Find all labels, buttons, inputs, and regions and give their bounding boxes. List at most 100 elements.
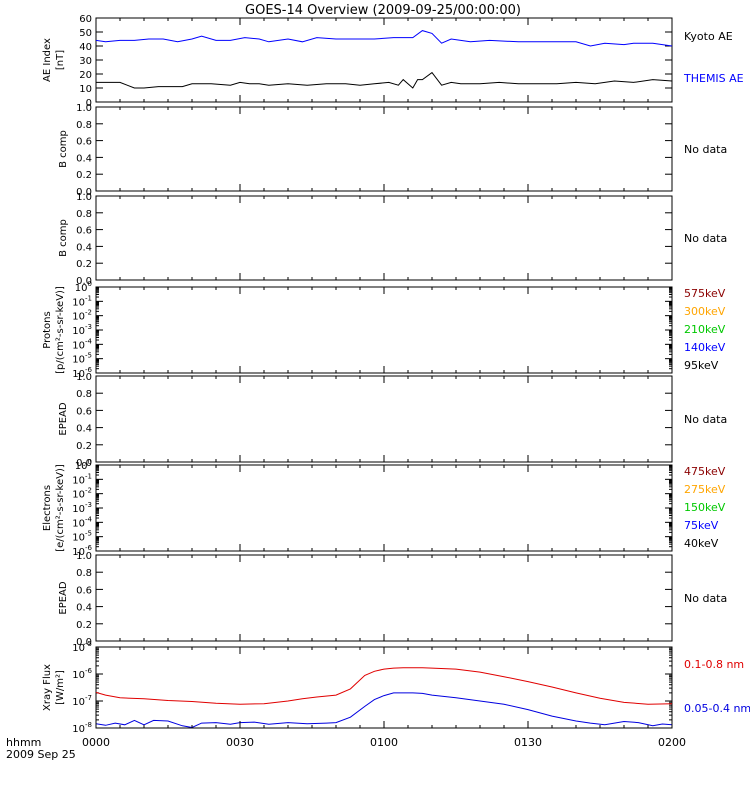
y-tick-label: 1.0 — [76, 103, 92, 114]
series-legend-label: Kyoto AE — [684, 30, 733, 43]
y-tick-exponent: -4 — [85, 515, 93, 523]
x-tick-label: 0030 — [226, 736, 254, 749]
y-tick-label: 10-2 — [72, 487, 92, 501]
y-axis-label: [W/m²] — [55, 670, 66, 705]
y-tick-exponent: -5 — [85, 530, 92, 538]
y-axis-label: [e/(cm²-s-sr-keV)] — [55, 464, 66, 552]
panel-epead1: 0.0 0.2 0.4 0.6 0.8 1.0 EPEAD No data — [58, 372, 727, 469]
y-tick-label: 0.4 — [76, 153, 92, 164]
series-legend-label: 575keV — [684, 287, 726, 300]
y-tick-label: 0.2 — [76, 259, 92, 270]
y-tick-label: 100 — [75, 458, 92, 472]
panel-frame — [95, 375, 673, 463]
y-tick-label: 1.0 — [76, 192, 92, 203]
y-tick-label: 0.2 — [76, 170, 92, 181]
panel-frame — [95, 464, 673, 552]
y-tick-label: 1.0 — [76, 551, 92, 562]
y-axis-label: Protons — [42, 311, 53, 348]
y-tick-label: 0.4 — [76, 603, 92, 614]
y-tick-label: 10-1 — [72, 472, 92, 486]
panels-group: 0 10 20 30 40 50 60 AE Index [nT] Kyoto AE THEMIS … — [42, 14, 750, 735]
y-tick-exponent: -5 — [85, 352, 92, 360]
x-tick-label: 0000 — [82, 736, 110, 749]
y-tick-label: 10-4 — [72, 515, 92, 529]
y-tick-label: 10-5 — [72, 640, 92, 654]
series-legend-label: THEMIS AE — [683, 72, 744, 85]
time-axis: 0000 0030 0100 0130 0200 — [82, 736, 686, 749]
y-tick-exponent: -7 — [85, 694, 92, 702]
panel-b1: 0.0 0.2 0.4 0.6 0.8 1.0 B comp No data — [58, 103, 727, 198]
y-tick-exponent: -6 — [85, 667, 93, 675]
series-legend-label: No data — [684, 232, 727, 245]
series-legend-label: No data — [684, 592, 727, 605]
series-legend-label: No data — [684, 143, 727, 156]
y-tick-exponent: -5 — [85, 640, 92, 648]
series-legend-label: 0.1-0.8 nm — [684, 658, 744, 671]
y-tick-label: 0.4 — [76, 242, 92, 253]
series-legend-label: 150keV — [684, 501, 726, 514]
y-tick-label: 0.4 — [76, 424, 92, 435]
y-tick-label: 30 — [79, 56, 92, 67]
y-tick-label: 0.0 — [76, 187, 92, 198]
y-tick-label: 10-2 — [72, 309, 92, 323]
y-tick-exponent: -1 — [85, 294, 92, 302]
y-tick-label: 0.0 — [76, 637, 92, 648]
y-tick-exponent: -8 — [85, 721, 92, 729]
y-tick-exponent: 0 — [88, 458, 92, 466]
series-legend-label: No data — [684, 413, 727, 426]
panel-epead2: 0.0 0.2 0.4 0.6 0.8 1.0 EPEAD No data — [58, 551, 727, 648]
y-tick-label: 10-3 — [72, 501, 92, 515]
panel-frame — [95, 646, 673, 729]
y-tick-label: 10-4 — [72, 337, 92, 351]
y-tick-label: 0.8 — [76, 120, 92, 131]
y-tick-label: 10-8 — [72, 721, 92, 735]
series-legend-label: 95keV — [684, 359, 719, 372]
series-legend-label: 0.05-0.4 nm — [684, 702, 750, 715]
series-legend-label: 75keV — [684, 519, 719, 532]
y-tick-label: 10-3 — [72, 323, 92, 337]
y-tick-label: 50 — [79, 28, 92, 39]
y-tick-label: 60 — [79, 14, 92, 25]
y-tick-exponent: -1 — [85, 472, 92, 480]
series-legend-label: 300keV — [684, 305, 726, 318]
y-axis-label: EPEAD — [58, 581, 69, 615]
x-axis-corner-label-format: hhmm — [6, 736, 41, 749]
y-tick-exponent: -6 — [85, 544, 93, 552]
series-legend-label: 210keV — [684, 323, 726, 336]
y-tick-label: 10-5 — [72, 352, 92, 366]
y-axis-label: [p/(cm²-s-sr-keV)] — [55, 286, 66, 374]
series-legend-label: 475keV — [684, 465, 726, 478]
figure-title: GOES-14 Overview (2009-09-25/00:00:00) — [245, 3, 521, 18]
y-tick-label: 0.8 — [76, 389, 92, 400]
y-tick-label: 0.6 — [76, 137, 92, 148]
panel-b2: 0.0 0.2 0.4 0.6 0.8 1.0 B comp No data — [58, 192, 727, 287]
y-tick-label: 10-1 — [72, 294, 92, 308]
y-axis-label: B comp — [58, 130, 69, 168]
y-axis-label: [nT] — [55, 50, 66, 70]
y-tick-exponent: 0 — [88, 280, 92, 288]
panel-xray: 10-8 10-7 10-6 10-5 Xray Flux [W/m²] 0.1-0.8 n… — [42, 640, 750, 735]
y-tick-label: 100 — [75, 280, 92, 294]
y-tick-label: 20 — [79, 70, 92, 81]
panel-ae: 0 10 20 30 40 50 60 AE Index [nT] Kyoto AE THEMIS … — [42, 14, 744, 109]
y-axis-label: EPEAD — [58, 402, 69, 436]
series-legend-label: 275keV — [684, 483, 726, 496]
x-tick-label: 0200 — [658, 736, 686, 749]
series-legend-label: 40keV — [684, 537, 719, 550]
x-tick-label: 0130 — [514, 736, 542, 749]
series-legend-label: 140keV — [684, 341, 726, 354]
y-tick-exponent: -4 — [85, 337, 93, 345]
panel-frame — [95, 195, 673, 281]
panel-frame — [95, 106, 673, 192]
panel-frame — [95, 286, 673, 374]
y-tick-exponent: -2 — [85, 309, 92, 317]
series-line — [95, 692, 673, 729]
y-tick-label: 1.0 — [76, 372, 92, 383]
series-line — [95, 667, 673, 705]
y-tick-label: 0.6 — [76, 585, 92, 596]
y-tick-label: 0 — [86, 98, 92, 109]
y-tick-exponent: -2 — [85, 487, 92, 495]
